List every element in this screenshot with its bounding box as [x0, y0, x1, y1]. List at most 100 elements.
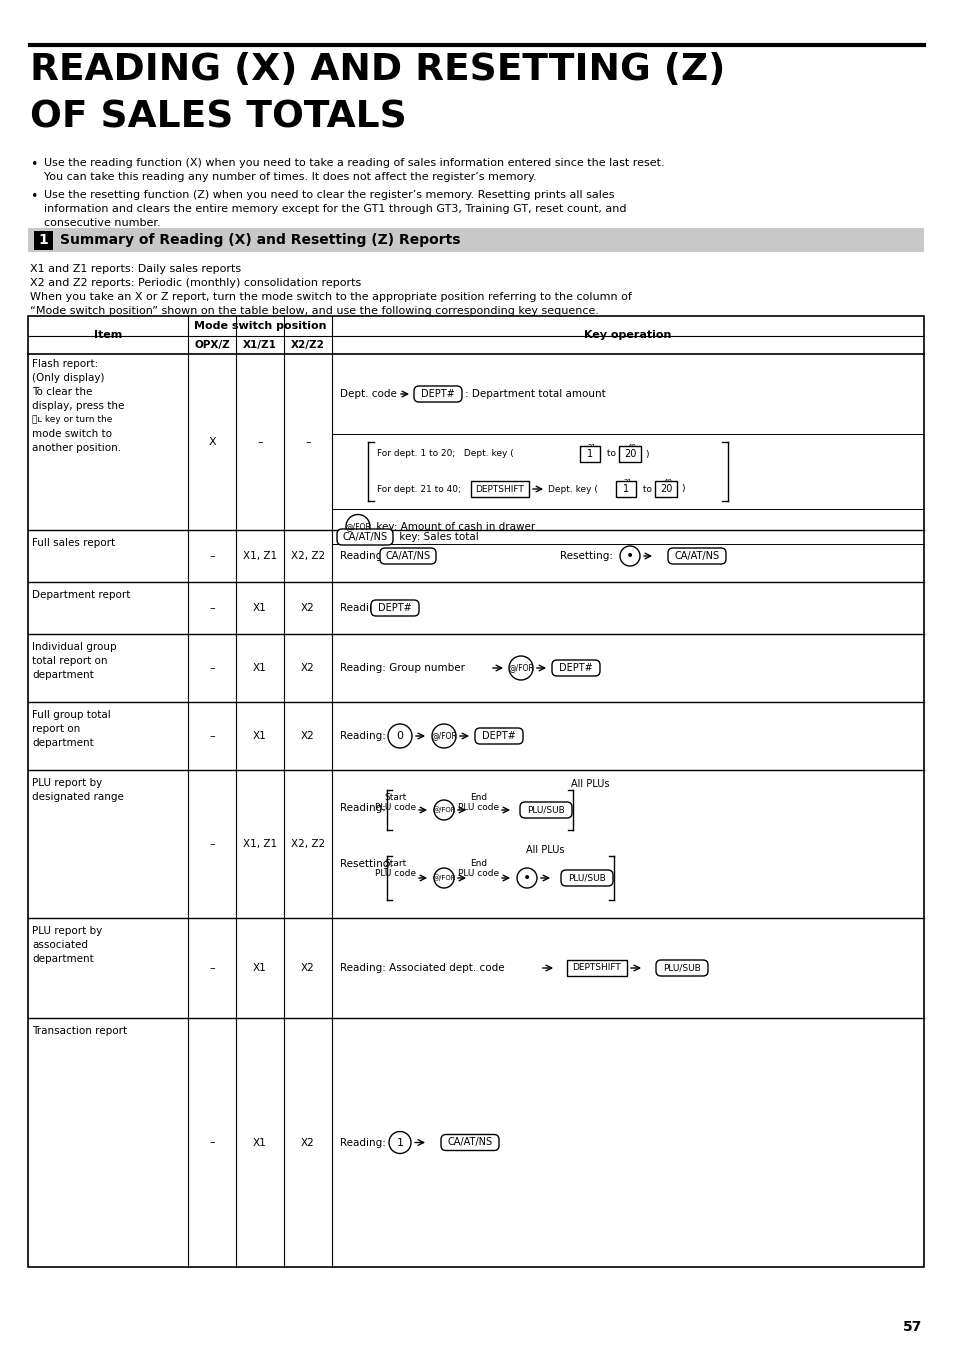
Text: DEPTSHIFT: DEPTSHIFT	[476, 484, 524, 494]
Circle shape	[432, 724, 456, 747]
Text: –: –	[209, 839, 214, 849]
Circle shape	[389, 1132, 411, 1153]
Text: 1: 1	[622, 484, 628, 494]
Text: Start: Start	[384, 793, 407, 803]
Circle shape	[517, 867, 537, 888]
Text: Dept. key (: Dept. key (	[547, 484, 598, 494]
Bar	[655, 482, 677, 496]
Text: X1 and Z1 reports: Daily sales reports: X1 and Z1 reports: Daily sales reports	[30, 264, 241, 274]
Text: Reading:: Reading:	[339, 731, 385, 741]
FancyBboxPatch shape	[656, 960, 707, 975]
Text: Use the resetting function (Z) when you need to clear the register’s memory. Res: Use the resetting function (Z) when you …	[44, 190, 614, 200]
Text: X2: X2	[301, 963, 314, 973]
Text: to: to	[603, 449, 616, 459]
Circle shape	[619, 546, 639, 567]
Text: X: X	[208, 437, 215, 447]
Text: DEPT#: DEPT#	[420, 389, 455, 399]
Text: @/FOR: @/FOR	[432, 807, 456, 813]
Text: department: department	[32, 954, 93, 965]
Text: X2 and Z2 reports: Periodic (monthly) consolidation reports: X2 and Z2 reports: Periodic (monthly) co…	[30, 278, 361, 287]
Text: 40: 40	[627, 444, 636, 451]
Bar	[28, 228, 923, 252]
Bar	[616, 482, 636, 496]
Text: •: •	[30, 190, 37, 202]
Text: –: –	[209, 662, 214, 673]
Text: Reading: Group number: Reading: Group number	[339, 662, 464, 673]
Text: •: •	[625, 549, 634, 563]
Text: Full group total: Full group total	[32, 710, 111, 720]
Text: “Mode switch position” shown on the table below, and use the following correspon: “Mode switch position” shown on the tabl…	[30, 306, 598, 316]
Text: CA/AT/NS: CA/AT/NS	[447, 1137, 492, 1148]
Text: 1: 1	[396, 1137, 403, 1148]
Text: key: Sales total: key: Sales total	[395, 532, 478, 542]
Text: •: •	[522, 871, 531, 885]
Text: X1: X1	[253, 963, 267, 973]
Text: X2: X2	[301, 662, 314, 673]
Text: –: –	[209, 731, 214, 741]
Text: Reading: Associated dept. code: Reading: Associated dept. code	[339, 963, 504, 973]
Circle shape	[346, 514, 370, 538]
FancyBboxPatch shape	[475, 728, 522, 745]
Text: Reading:: Reading:	[339, 550, 385, 561]
Text: mode switch to: mode switch to	[32, 429, 112, 438]
Text: PLU report by: PLU report by	[32, 925, 102, 936]
Text: information and clears the entire memory except for the GT1 through GT3, Trainin: information and clears the entire memory…	[44, 204, 626, 214]
Text: End: End	[470, 793, 487, 803]
Text: All PLUs: All PLUs	[525, 844, 563, 855]
Text: For dept. 1 to 20;   Dept. key (: For dept. 1 to 20; Dept. key (	[376, 449, 514, 459]
FancyBboxPatch shape	[519, 803, 572, 817]
Text: X1, Z1: X1, Z1	[243, 550, 276, 561]
Text: department: department	[32, 738, 93, 747]
Text: PLU/SUB: PLU/SUB	[662, 963, 700, 973]
Text: Start: Start	[384, 859, 407, 867]
Circle shape	[509, 656, 533, 680]
Text: total report on: total report on	[32, 656, 108, 666]
Text: X2: X2	[301, 603, 314, 612]
Text: CA/AT/NS: CA/AT/NS	[385, 550, 430, 561]
Text: X1: X1	[253, 603, 267, 612]
Bar	[579, 447, 599, 461]
Text: •: •	[30, 158, 37, 171]
Bar	[471, 482, 529, 496]
Text: ): )	[680, 484, 684, 494]
Text: You can take this reading any number of times. It does not affect the register’s: You can take this reading any number of …	[44, 173, 536, 182]
Text: ): )	[644, 449, 648, 459]
Text: Reading:: Reading:	[339, 1137, 385, 1148]
Text: @/FOR: @/FOR	[508, 664, 534, 673]
Text: End: End	[470, 859, 487, 867]
Text: PLU report by: PLU report by	[32, 778, 102, 788]
Text: Summary of Reading (X) and Resetting (Z) Reports: Summary of Reading (X) and Resetting (Z)…	[60, 233, 460, 247]
Text: DEPT#: DEPT#	[481, 731, 516, 741]
Text: another position.: another position.	[32, 442, 121, 453]
FancyBboxPatch shape	[371, 600, 418, 616]
FancyBboxPatch shape	[552, 660, 599, 676]
Text: X1: X1	[253, 662, 267, 673]
Text: 0: 0	[396, 731, 403, 741]
Text: PLU code: PLU code	[458, 803, 499, 812]
Text: consecutive number.: consecutive number.	[44, 219, 160, 228]
Text: Mode switch position: Mode switch position	[193, 321, 326, 331]
Text: 20: 20	[623, 449, 636, 459]
Text: For dept. 21 to 40;: For dept. 21 to 40;	[376, 484, 460, 494]
Text: Item: Item	[93, 331, 122, 340]
FancyBboxPatch shape	[336, 529, 393, 545]
FancyBboxPatch shape	[414, 386, 461, 402]
Text: @/FOR: @/FOR	[345, 522, 371, 532]
Text: @/FOR: @/FOR	[431, 731, 456, 741]
Text: –: –	[209, 603, 214, 612]
FancyBboxPatch shape	[560, 870, 613, 886]
Text: PLU code: PLU code	[458, 869, 499, 878]
Text: –: –	[209, 963, 214, 973]
Text: designated range: designated range	[32, 792, 124, 803]
Text: X2: X2	[301, 731, 314, 741]
Text: PLU/SUB: PLU/SUB	[527, 805, 564, 815]
Text: OF SALES TOTALS: OF SALES TOTALS	[30, 100, 406, 136]
Text: report on: report on	[32, 724, 80, 734]
Bar	[618, 447, 640, 461]
Text: X2, Z2: X2, Z2	[291, 839, 325, 849]
Text: X1/Z1: X1/Z1	[243, 340, 276, 349]
FancyBboxPatch shape	[379, 548, 436, 564]
Text: associated: associated	[32, 940, 88, 950]
Text: X2: X2	[301, 1137, 314, 1148]
FancyBboxPatch shape	[667, 548, 725, 564]
